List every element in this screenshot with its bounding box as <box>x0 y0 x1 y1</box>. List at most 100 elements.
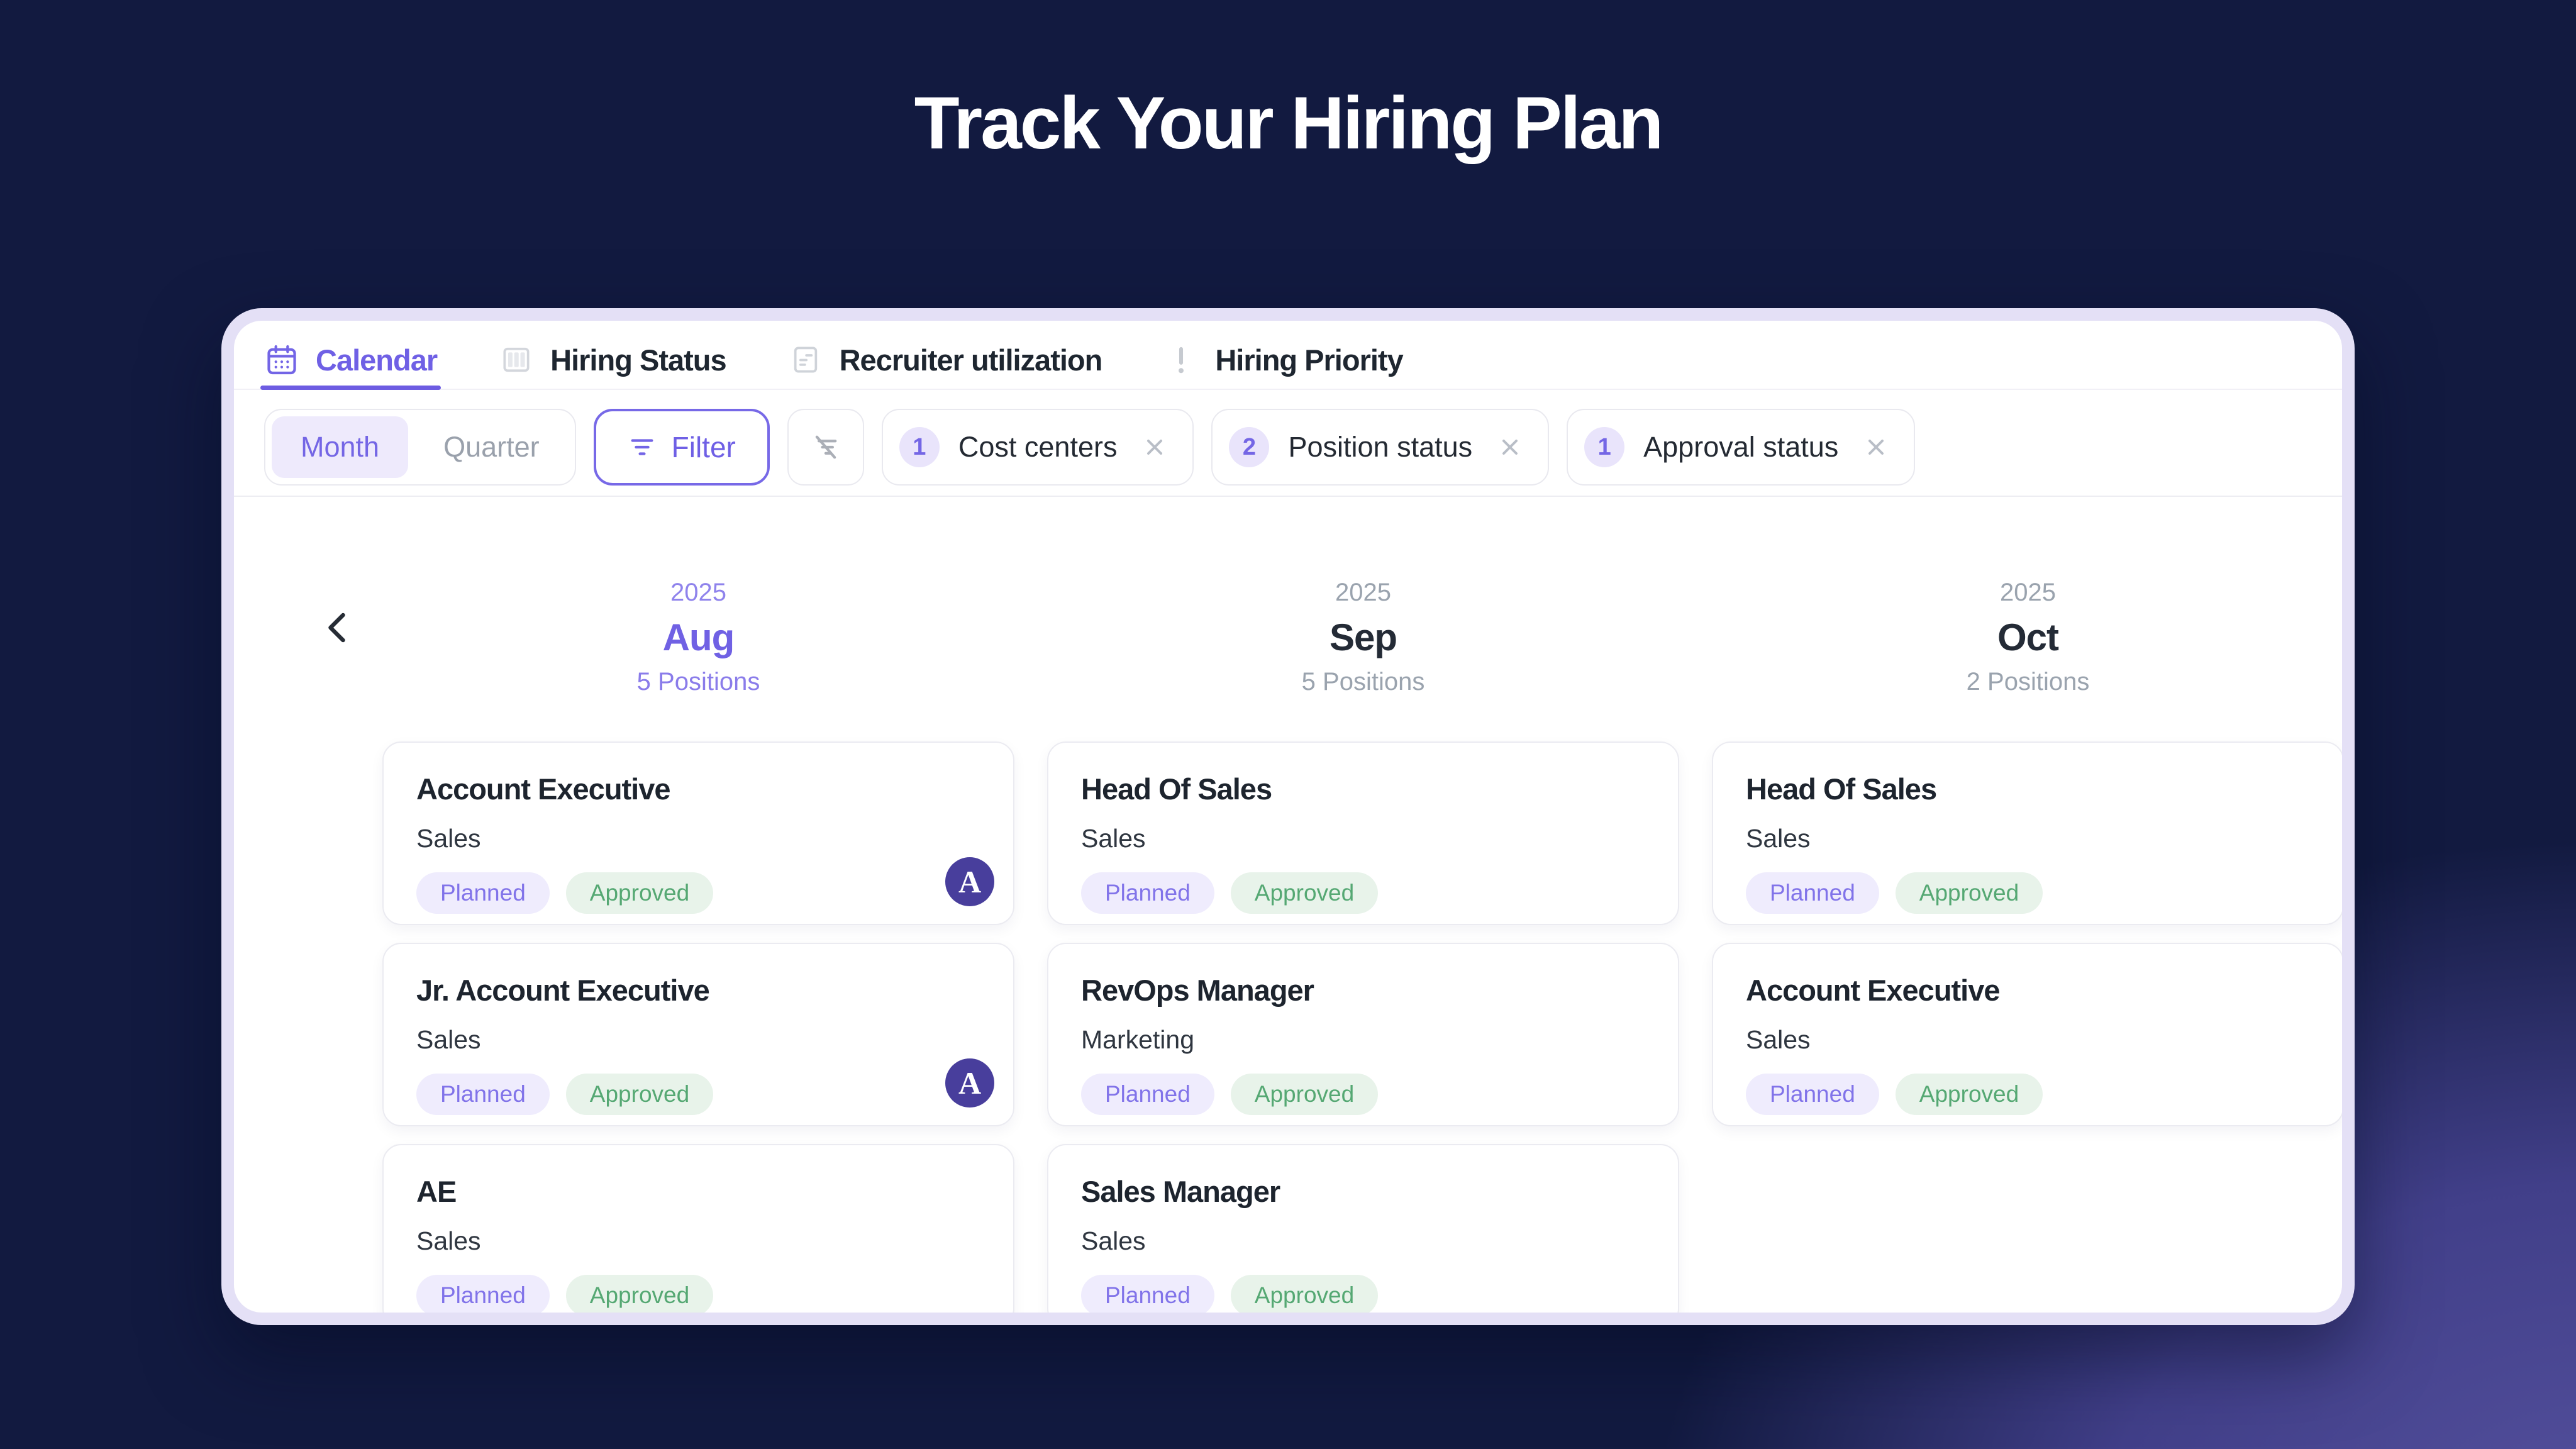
position-title: Account Executive <box>416 772 671 806</box>
tab-hiring-status[interactable]: Hiring Status <box>499 331 727 389</box>
position-card[interactable]: RevOps Manager Marketing Planned Approve… <box>1047 943 1679 1126</box>
report-document-icon <box>794 347 817 373</box>
position-title: Sales Manager <box>1081 1175 1280 1208</box>
month-label: Aug <box>662 616 735 658</box>
department-label: Sales <box>1746 824 1811 853</box>
chevron-left-icon <box>328 613 345 643</box>
status-badge: Approved <box>1230 1074 1379 1115</box>
tab-label: Calendar <box>316 343 438 377</box>
tab-label: Hiring Priority <box>1215 343 1403 377</box>
hiring-plan-panel: Calendar Hiring Status Recruiter <box>221 308 2355 1325</box>
cards-list: Head Of Sales Sales Planned Approved Acc… <box>1712 741 2342 1126</box>
badges-row: Planned Approved <box>1081 872 1645 914</box>
position-card[interactable]: Head Of Sales Sales Planned Approved <box>1047 741 1679 925</box>
department-label: Sales <box>416 824 481 853</box>
tab-label: Hiring Status <box>550 343 726 377</box>
position-card[interactable]: Jr. Account Executive Sales Planned Appr… <box>382 943 1014 1126</box>
month-column-sep: 2025 Sep 5 Positions Head Of Sales Sales… <box>1047 579 1679 1313</box>
department-label: Sales <box>1081 824 1146 853</box>
calendar-view: 2025 Aug 5 Positions Account Executive S… <box>234 497 2342 1313</box>
status-badge: Approved <box>1230 872 1379 914</box>
toolbar-divider <box>234 496 2342 497</box>
remove-filter-button[interactable] <box>1497 435 1523 460</box>
position-title: Jr. Account Executive <box>416 974 710 1007</box>
status-badge: Planned <box>416 1275 550 1313</box>
month-label: Sep <box>1329 616 1397 658</box>
clear-filters-button[interactable] <box>787 409 864 486</box>
badges-row: Planned Approved <box>1746 872 2310 914</box>
tab-recruiter-utilization[interactable]: Recruiter utilization <box>788 331 1102 389</box>
position-title: Head Of Sales <box>1081 772 1272 806</box>
view-toggle: Month Quarter <box>264 409 576 486</box>
calendar-icon <box>267 345 296 375</box>
filter-off-icon <box>815 435 837 459</box>
toggle-quarter[interactable]: Quarter <box>443 431 540 463</box>
tab-label: Recruiter utilization <box>839 343 1103 377</box>
filter-button-label: Filter <box>671 431 736 464</box>
status-badge: Planned <box>1081 872 1214 914</box>
filter-chip-approval-status[interactable]: 1 Approval status <box>1567 409 1916 486</box>
year-label: 2025 <box>2000 579 2056 606</box>
cards-list: Head Of Sales Sales Planned Approved Rev… <box>1047 741 1679 1313</box>
kanban-columns-icon <box>503 347 530 372</box>
year-label: 2025 <box>1335 579 1391 606</box>
chip-count-badge: 1 <box>899 427 940 467</box>
month-column-aug: 2025 Aug 5 Positions Account Executive S… <box>382 579 1014 1313</box>
month-column-oct: 2025 Oct 2 Positions Head Of Sales Sales… <box>1712 579 2342 1313</box>
status-badge: Planned <box>416 1074 550 1115</box>
position-title: Head Of Sales <box>1746 772 1937 806</box>
filter-chip-cost-centers[interactable]: 1 Cost centers <box>881 409 1194 486</box>
month-header: 2025 Oct 2 Positions <box>1712 579 2342 696</box>
position-card[interactable]: Sales Manager Sales Planned Approved <box>1047 1144 1679 1313</box>
month-label: Oct <box>1997 616 2059 658</box>
chip-count-badge: 2 <box>1229 427 1270 467</box>
department-label: Sales <box>416 1025 481 1054</box>
positions-count: 5 Positions <box>636 668 760 696</box>
department-label: Sales <box>416 1226 481 1255</box>
status-badge: Approved <box>565 1074 714 1115</box>
position-card[interactable]: Head Of Sales Sales Planned Approved <box>1712 741 2342 925</box>
avatar: A <box>945 857 994 906</box>
cards-list: Account Executive Sales Planned Approved… <box>382 741 1014 1313</box>
close-icon <box>1147 440 1163 455</box>
chip-label: Position status <box>1288 431 1473 463</box>
position-title: AE <box>416 1175 457 1208</box>
tab-bar: Calendar Hiring Status Recruiter <box>234 321 2342 390</box>
status-badge: Planned <box>416 872 550 914</box>
department-label: Sales <box>1081 1226 1146 1255</box>
badges-row: Planned Approved <box>1746 1074 2310 1115</box>
position-card[interactable]: Account Executive Sales Planned Approved… <box>382 741 1014 925</box>
positions-count: 2 Positions <box>1966 668 2090 696</box>
remove-filter-button[interactable] <box>1142 435 1167 460</box>
badges-row: Planned Approved <box>1081 1074 1645 1115</box>
chip-label: Cost centers <box>958 431 1118 463</box>
prev-month-button[interactable] <box>312 600 365 655</box>
filter-button[interactable]: Filter <box>593 409 770 486</box>
chip-count-badge: 1 <box>1584 427 1625 467</box>
avatar: A <box>945 1058 994 1108</box>
toggle-month[interactable]: Month <box>272 416 409 478</box>
status-badge: Planned <box>1746 1074 1879 1115</box>
filter-chip-position-status[interactable]: 2 Position status <box>1211 409 1550 486</box>
close-icon <box>1502 440 1518 455</box>
position-card[interactable]: AE Sales Planned Approved <box>382 1144 1014 1313</box>
status-badge: Approved <box>565 1275 714 1313</box>
remove-filter-button[interactable] <box>1863 435 1889 460</box>
year-label: 2025 <box>670 579 726 606</box>
badges-row: Planned Approved <box>416 1074 980 1115</box>
filter-lines-icon <box>631 439 653 455</box>
department-label: Marketing <box>1081 1025 1195 1054</box>
status-badge: Planned <box>1081 1275 1214 1313</box>
tab-hiring-priority[interactable]: Hiring Priority <box>1163 331 1404 389</box>
position-title: RevOps Manager <box>1081 974 1314 1007</box>
status-badge: Planned <box>1746 872 1879 914</box>
badges-row: Planned Approved <box>1081 1275 1645 1313</box>
exclamation-icon <box>1179 347 1184 374</box>
toolbar: Month Quarter Filter <box>234 409 2342 486</box>
position-card[interactable]: Account Executive Sales Planned Approved <box>1712 943 2342 1126</box>
tab-calendar[interactable]: Calendar <box>260 331 441 390</box>
close-icon <box>1868 440 1884 455</box>
chip-label: Approval status <box>1643 431 1839 463</box>
status-badge: Approved <box>1230 1275 1379 1313</box>
